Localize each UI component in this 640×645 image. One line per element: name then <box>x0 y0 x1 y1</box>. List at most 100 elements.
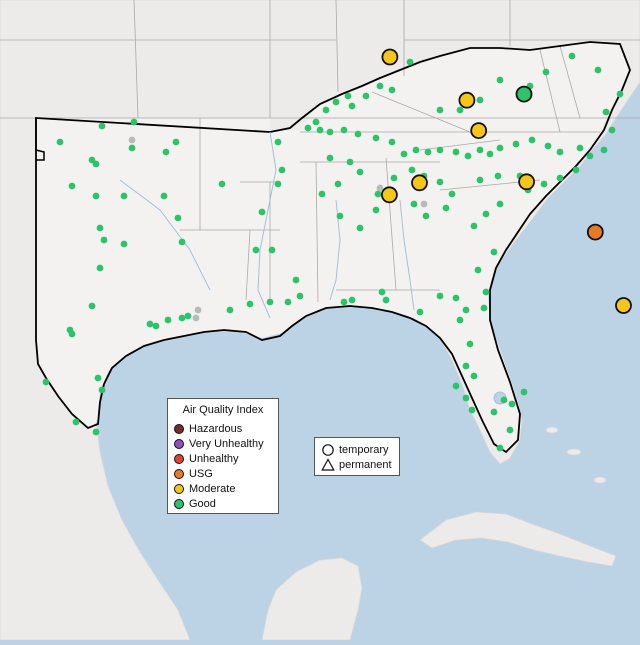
small-monitor[interactable] <box>542 68 550 76</box>
small-monitor[interactable] <box>292 276 300 284</box>
small-monitor[interactable] <box>462 394 470 402</box>
small-monitor[interactable] <box>340 126 348 134</box>
small-monitor[interactable] <box>456 106 464 114</box>
small-monitor[interactable] <box>130 118 138 126</box>
small-monitor[interactable] <box>506 426 514 434</box>
small-monitor[interactable] <box>576 144 584 152</box>
small-monitor[interactable] <box>486 150 494 158</box>
small-monitor[interactable] <box>128 144 136 152</box>
small-monitor[interactable] <box>600 146 608 154</box>
small-monitor[interactable] <box>92 428 100 436</box>
small-monitor[interactable] <box>452 382 460 390</box>
small-monitor[interactable] <box>474 266 482 274</box>
small-monitor[interactable] <box>544 142 552 150</box>
small-monitor[interactable] <box>408 166 416 174</box>
small-monitor[interactable] <box>322 106 330 114</box>
small-monitor[interactable] <box>274 138 282 146</box>
small-monitor[interactable] <box>406 58 414 66</box>
small-monitor[interactable] <box>348 296 356 304</box>
small-monitor[interactable] <box>120 240 128 248</box>
small-monitor[interactable] <box>462 362 470 370</box>
small-monitor[interactable] <box>556 174 564 182</box>
small-monitor[interactable] <box>586 152 594 160</box>
small-monitor[interactable] <box>152 322 160 330</box>
small-monitor[interactable] <box>540 180 548 188</box>
small-monitor[interactable] <box>372 206 380 214</box>
small-monitor[interactable] <box>146 320 154 328</box>
small-monitor[interactable] <box>476 146 484 154</box>
small-monitor[interactable] <box>184 312 192 320</box>
small-monitor[interactable] <box>376 82 384 90</box>
small-monitor[interactable] <box>436 106 444 114</box>
small-monitor[interactable] <box>346 158 354 166</box>
monitor-marker[interactable] <box>470 122 488 140</box>
small-monitor[interactable] <box>608 126 616 134</box>
small-monitor[interactable] <box>178 238 186 246</box>
small-monitor[interactable] <box>340 298 348 306</box>
small-monitor[interactable] <box>470 222 478 230</box>
small-monitor[interactable] <box>476 176 484 184</box>
small-monitor[interactable] <box>482 288 490 296</box>
small-monitor[interactable] <box>490 408 498 416</box>
monitor-marker[interactable] <box>515 85 533 103</box>
small-monitor[interactable] <box>520 388 528 396</box>
small-monitor[interactable] <box>482 210 490 218</box>
small-monitor[interactable] <box>296 292 304 300</box>
small-monitor[interactable] <box>494 172 502 180</box>
small-monitor[interactable] <box>500 396 508 404</box>
small-monitor[interactable] <box>594 66 602 74</box>
small-monitor[interactable] <box>602 108 610 116</box>
small-monitor[interactable] <box>42 378 50 386</box>
small-monitor[interactable] <box>512 140 520 148</box>
small-monitor[interactable] <box>88 302 96 310</box>
small-monitor[interactable] <box>98 122 106 130</box>
small-monitor[interactable] <box>452 294 460 302</box>
small-monitor[interactable] <box>246 300 254 308</box>
small-monitor[interactable] <box>372 134 380 142</box>
small-monitor[interactable] <box>218 180 226 188</box>
small-monitor[interactable] <box>354 130 362 138</box>
small-monitor[interactable] <box>100 236 108 244</box>
small-monitor[interactable] <box>316 126 324 134</box>
small-monitor[interactable] <box>348 102 356 110</box>
small-monitor[interactable] <box>312 118 320 126</box>
small-monitor[interactable] <box>96 224 104 232</box>
small-monitor[interactable] <box>496 144 504 152</box>
small-monitor[interactable] <box>462 306 470 314</box>
small-monitor[interactable] <box>266 298 274 306</box>
small-monitor[interactable] <box>278 166 286 174</box>
small-monitor[interactable] <box>410 200 418 208</box>
small-monitor[interactable] <box>464 152 472 160</box>
small-monitor[interactable] <box>442 204 450 212</box>
small-monitor[interactable] <box>274 180 282 188</box>
small-monitor[interactable] <box>390 174 398 182</box>
small-monitor[interactable] <box>284 298 292 306</box>
small-monitor[interactable] <box>388 138 396 146</box>
small-monitor[interactable] <box>496 200 504 208</box>
small-monitor[interactable] <box>98 386 106 394</box>
small-monitor[interactable] <box>388 86 396 94</box>
small-monitor[interactable] <box>332 98 340 106</box>
small-monitor[interactable] <box>356 224 364 232</box>
small-monitor[interactable] <box>568 52 576 60</box>
small-monitor[interactable] <box>96 264 104 272</box>
small-monitor[interactable] <box>178 314 186 322</box>
inactive-monitor[interactable] <box>420 200 428 208</box>
small-monitor[interactable] <box>400 150 408 158</box>
small-monitor[interactable] <box>528 136 536 144</box>
small-monitor[interactable] <box>120 192 128 200</box>
monitor-marker[interactable] <box>458 91 476 109</box>
small-monitor[interactable] <box>456 316 464 324</box>
inactive-monitor[interactable] <box>194 306 202 314</box>
small-monitor[interactable] <box>490 248 498 256</box>
small-monitor[interactable] <box>252 246 260 254</box>
monitor-marker[interactable] <box>380 186 398 204</box>
small-monitor[interactable] <box>172 138 180 146</box>
small-monitor[interactable] <box>476 96 484 104</box>
small-monitor[interactable] <box>466 340 474 348</box>
small-monitor[interactable] <box>160 192 168 200</box>
small-monitor[interactable] <box>422 212 430 220</box>
small-monitor[interactable] <box>162 148 170 156</box>
monitor-marker[interactable] <box>586 223 604 241</box>
